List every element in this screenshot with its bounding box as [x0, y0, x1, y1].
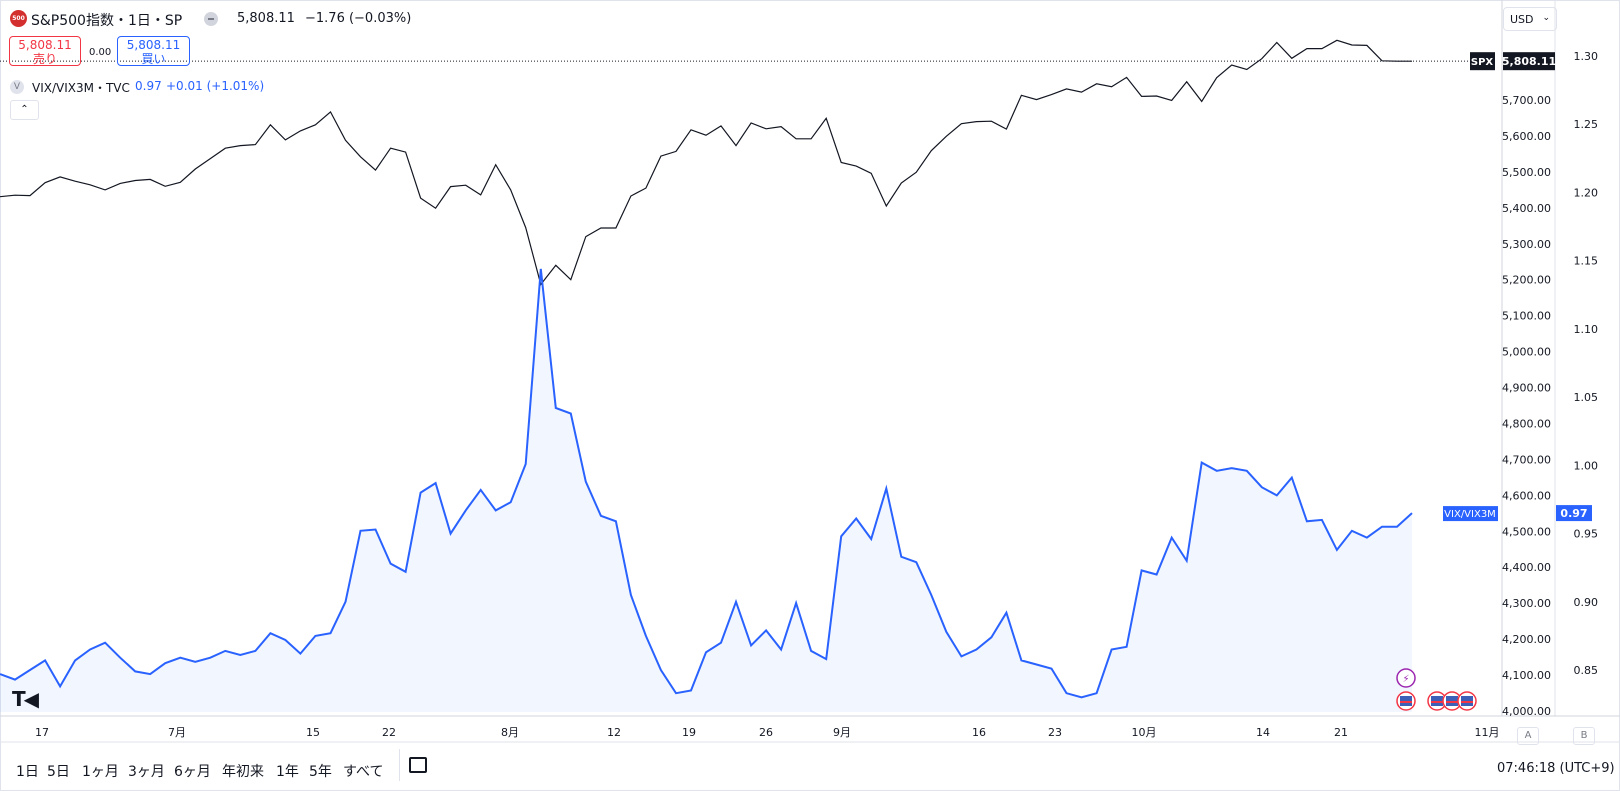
right-axis-tick: 4,100.00	[1502, 669, 1551, 682]
spx-last-label: 5,808.11	[1502, 55, 1556, 68]
x-tick-label: 17	[35, 726, 49, 739]
clock[interactable]: 07:46:18 (UTC+9)	[1497, 761, 1615, 776]
range-button-2[interactable]: 1ヶ月	[82, 764, 119, 780]
calendar-icon[interactable]	[409, 757, 427, 773]
x-tick-label: 10月	[1132, 726, 1157, 739]
right-axis-tick: 5,300.00	[1502, 238, 1551, 251]
x-tick-label: 26	[759, 726, 773, 739]
left-axis-tick: 0.85	[1574, 664, 1599, 677]
spx-line[interactable]	[0, 39, 1412, 286]
currency-select[interactable]: USD ⌄	[1503, 7, 1557, 31]
x-tick-label: 7月	[168, 726, 186, 739]
buy-label: 買い	[141, 52, 166, 66]
right-axis-tick: 4,900.00	[1502, 382, 1551, 395]
x-tick-label: 11月	[1475, 726, 1500, 739]
range-button-6[interactable]: 1年	[276, 764, 299, 780]
right-axis-tick: 5,000.00	[1502, 346, 1551, 359]
symbol-logo-icon: 500	[10, 10, 27, 27]
buy-price: 5,808.11	[126, 38, 181, 52]
x-tick-label: 14	[1256, 726, 1270, 739]
x-tick-label: 19	[682, 726, 696, 739]
range-button-1[interactable]: 5日	[47, 764, 70, 780]
left-axis-tick: 0.90	[1574, 596, 1599, 609]
left-axis-tick: 1.30	[1574, 50, 1599, 63]
right-axis-tick: 4,600.00	[1502, 489, 1551, 502]
vix-tag-bg	[1443, 506, 1498, 522]
us-flag-stripe	[1400, 701, 1412, 703]
range-button-8[interactable]: すべて	[343, 764, 384, 780]
right-axis-tick: 5,400.00	[1502, 202, 1551, 215]
sell-button[interactable]: 5,808.11 売り	[9, 36, 81, 66]
sell-price: 5,808.11	[18, 38, 72, 52]
scale-a-button[interactable]: A	[1517, 727, 1539, 745]
left-axis-tick: 1.05	[1574, 391, 1599, 404]
collapse-legend-button[interactable]: ⌃	[10, 100, 39, 120]
range-button-0[interactable]: 1日	[16, 764, 39, 780]
overlay-change: +0.01 (+1.01%)	[166, 79, 265, 93]
right-axis-tick: 5,500.00	[1502, 166, 1551, 179]
overlay-label[interactable]: VIX/VIX3M・TVC	[32, 81, 130, 95]
right-axis-tick: 5,100.00	[1502, 310, 1551, 323]
range-separator	[399, 749, 400, 781]
buy-button[interactable]: 5,808.11 買い	[117, 36, 190, 66]
x-tick-label: 9月	[833, 726, 851, 739]
vix-area	[0, 268, 1412, 712]
right-axis-tick: 4,000.00	[1502, 705, 1551, 718]
scale-b-button[interactable]: B	[1573, 727, 1595, 745]
right-axis-tick: 4,700.00	[1502, 453, 1551, 466]
left-axis-tick: 1.15	[1574, 255, 1599, 268]
last-price: 5,808.11	[237, 11, 295, 26]
vix-line[interactable]	[0, 268, 1413, 699]
hide-series-icon[interactable]	[204, 12, 218, 26]
left-axis-tick: 1.00	[1574, 459, 1599, 472]
left-axis-tick: 0.95	[1574, 528, 1599, 541]
left-axis-tick: 1.10	[1574, 323, 1599, 336]
right-axis-tick: 5,700.00	[1502, 94, 1551, 107]
vix-last-label-bg	[1556, 505, 1592, 522]
us-flag-stripe	[1431, 701, 1443, 703]
right-axis-tick: 4,200.00	[1502, 633, 1551, 646]
right-axis-tick: 4,300.00	[1502, 597, 1551, 610]
spx-last-label-bg	[1503, 52, 1555, 71]
right-axis-tick: 5,200.00	[1502, 274, 1551, 287]
us-flag-stripe	[1446, 701, 1458, 703]
tradingview-logo-icon[interactable]: T◀	[12, 687, 39, 711]
range-button-5[interactable]: 年初来	[222, 764, 264, 780]
spx-tag: SPX	[1471, 57, 1494, 68]
x-tick-label: 23	[1048, 726, 1062, 739]
x-tick-label: 16	[972, 726, 986, 739]
overlay-value: 0.97	[135, 79, 162, 93]
spx-tag-bg	[1470, 52, 1495, 71]
dividend-event-icon[interactable]	[1396, 668, 1416, 688]
left-axis-tick: 1.25	[1574, 118, 1599, 131]
x-tick-label: 12	[607, 726, 621, 739]
x-tick-label: 15	[306, 726, 320, 739]
x-tick-label: 21	[1334, 726, 1348, 739]
right-axis-tick: 4,800.00	[1502, 417, 1551, 430]
symbol-title[interactable]: S&P500指数・1日・SP	[31, 13, 183, 29]
right-axis-tick: 5,600.00	[1502, 130, 1551, 143]
range-button-4[interactable]: 6ヶ月	[174, 764, 211, 780]
x-tick-label: 8月	[501, 726, 519, 739]
price-change: −1.76 (−0.03%)	[305, 11, 412, 26]
overlay-logo-icon: V	[10, 80, 24, 94]
lightning-icon: ⚡	[1402, 674, 1409, 685]
left-axis-tick: 1.20	[1574, 186, 1599, 199]
us-flag-stripe	[1461, 701, 1473, 703]
vix-last-label: 0.97	[1560, 507, 1587, 520]
x-tick-label: 22	[382, 726, 396, 739]
vix-tag: VIX/VIX3M	[1444, 509, 1496, 520]
right-axis-tick: 4,400.00	[1502, 561, 1551, 574]
right-axis-tick: 4,500.00	[1502, 525, 1551, 538]
sell-label: 売り	[32, 52, 57, 66]
range-button-3[interactable]: 3ヶ月	[128, 764, 165, 780]
currency-label: USD	[1510, 13, 1534, 26]
chevron-down-icon: ⌄	[1542, 13, 1550, 23]
spread-value: 0.00	[89, 47, 112, 58]
range-button-7[interactable]: 5年	[309, 764, 332, 780]
